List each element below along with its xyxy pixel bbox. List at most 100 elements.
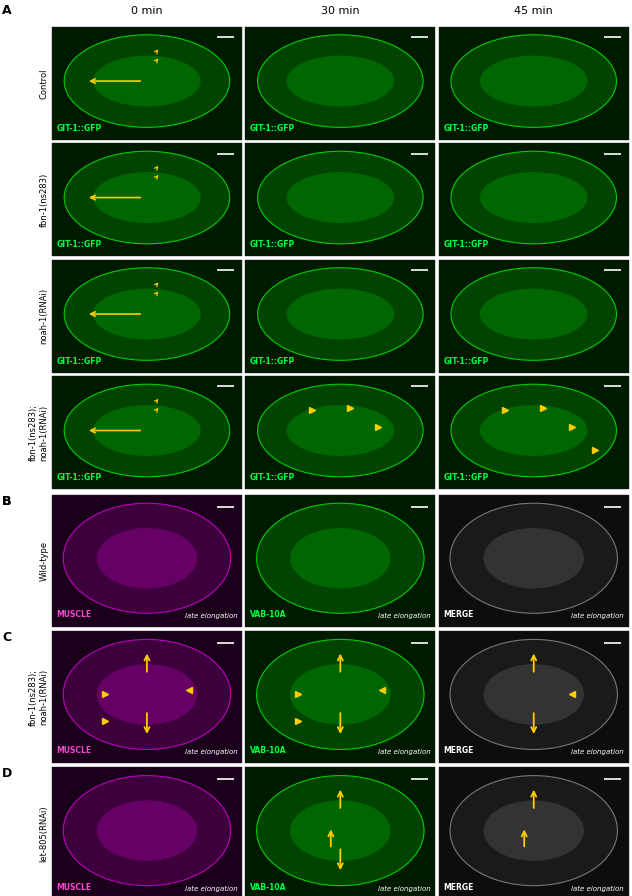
Bar [52,631,242,763]
Text: late elongation: late elongation [378,885,430,892]
Ellipse shape [93,56,201,107]
Bar [245,376,435,489]
Text: late elongation: late elongation [571,885,624,892]
Text: MERGE: MERGE [444,746,474,755]
Ellipse shape [286,172,394,223]
Ellipse shape [257,504,424,613]
Ellipse shape [483,800,584,861]
Ellipse shape [450,640,617,749]
Ellipse shape [93,172,201,223]
Text: late elongation: late elongation [571,613,624,619]
Ellipse shape [290,664,391,725]
Ellipse shape [64,268,229,360]
Bar [52,376,242,489]
Text: late elongation: late elongation [185,613,237,619]
Text: VAB-10A: VAB-10A [250,883,286,892]
Bar [439,495,629,627]
Text: late elongation: late elongation [571,749,624,755]
Ellipse shape [480,405,588,456]
Text: fbn-1(ns283): fbn-1(ns283) [40,173,49,227]
Text: B: B [2,495,11,508]
Ellipse shape [97,800,197,861]
Text: GIT-1::GFP: GIT-1::GFP [57,124,102,133]
Text: noah-1(RNAi): noah-1(RNAi) [40,289,49,344]
Bar [245,631,435,763]
Text: Wild-type: Wild-type [40,541,49,581]
Text: GIT-1::GFP: GIT-1::GFP [444,473,489,482]
Text: GIT-1::GFP: GIT-1::GFP [250,357,295,366]
Bar [439,27,629,140]
Ellipse shape [286,56,394,107]
Ellipse shape [483,528,584,589]
Text: GIT-1::GFP: GIT-1::GFP [250,473,295,482]
Bar [439,631,629,763]
Text: MUSCLE: MUSCLE [57,746,92,755]
Ellipse shape [64,35,229,127]
Text: GIT-1::GFP: GIT-1::GFP [444,357,489,366]
Ellipse shape [258,384,423,477]
Ellipse shape [258,268,423,360]
Text: GIT-1::GFP: GIT-1::GFP [57,240,102,249]
Ellipse shape [451,384,616,477]
Text: 30 min: 30 min [321,6,360,16]
Ellipse shape [480,56,588,107]
Text: Control: Control [40,68,49,99]
Ellipse shape [258,35,423,127]
Ellipse shape [97,528,197,589]
Bar [52,260,242,373]
Text: GIT-1::GFP: GIT-1::GFP [444,124,489,133]
Ellipse shape [93,405,201,456]
Text: VAB-10A: VAB-10A [250,610,286,619]
Ellipse shape [64,151,229,244]
Text: MUSCLE: MUSCLE [57,610,92,619]
Text: GIT-1::GFP: GIT-1::GFP [444,240,489,249]
Ellipse shape [258,151,423,244]
Text: MERGE: MERGE [444,883,474,892]
Text: B: B [2,495,11,508]
Ellipse shape [63,640,231,749]
Text: fbn-1(ns283);
noah-1(RNAi): fbn-1(ns283); noah-1(RNAi) [29,404,49,461]
Bar [245,260,435,373]
Text: A: A [2,4,11,18]
Text: GIT-1::GFP: GIT-1::GFP [57,357,102,366]
Ellipse shape [480,172,588,223]
Ellipse shape [64,384,229,477]
Ellipse shape [63,504,231,613]
Text: GIT-1::GFP: GIT-1::GFP [250,124,295,133]
Ellipse shape [257,776,424,885]
Bar [439,376,629,489]
Ellipse shape [450,776,617,885]
Ellipse shape [257,640,424,749]
Ellipse shape [63,776,231,885]
Ellipse shape [93,289,201,340]
Text: VAB-10A: VAB-10A [250,746,286,755]
Text: 0 min: 0 min [131,6,163,16]
Ellipse shape [451,35,616,127]
Bar [52,143,242,256]
Text: late elongation: late elongation [185,885,237,892]
Text: late elongation: late elongation [378,749,430,755]
Bar [245,143,435,256]
Ellipse shape [450,504,617,613]
Bar [245,767,435,896]
Ellipse shape [286,405,394,456]
Text: fbn-1(ns283);
noah-1(RNAi): fbn-1(ns283); noah-1(RNAi) [29,668,49,726]
Ellipse shape [286,289,394,340]
Bar [439,143,629,256]
Ellipse shape [480,289,588,340]
Text: let-805(RNAi): let-805(RNAi) [40,805,49,862]
Bar [52,767,242,896]
Text: 45 min: 45 min [514,6,553,16]
Bar [245,495,435,627]
Bar [245,27,435,140]
Bar [52,495,242,627]
Ellipse shape [483,664,584,725]
Text: MERGE: MERGE [444,610,474,619]
Bar [439,767,629,896]
Ellipse shape [290,800,391,861]
Bar [439,260,629,373]
Text: C: C [2,631,11,644]
Text: D: D [2,767,12,780]
Text: GIT-1::GFP: GIT-1::GFP [57,473,102,482]
Ellipse shape [97,664,197,725]
